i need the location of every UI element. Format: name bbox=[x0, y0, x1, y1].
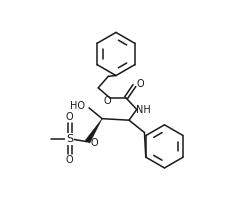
Text: O: O bbox=[66, 155, 74, 165]
Text: S: S bbox=[66, 134, 73, 144]
Text: HO: HO bbox=[70, 101, 85, 111]
Polygon shape bbox=[85, 119, 102, 143]
Text: O: O bbox=[136, 79, 144, 89]
Text: O: O bbox=[104, 96, 111, 106]
Text: NH: NH bbox=[136, 105, 151, 115]
Text: O: O bbox=[66, 112, 74, 122]
Text: O: O bbox=[91, 138, 98, 147]
